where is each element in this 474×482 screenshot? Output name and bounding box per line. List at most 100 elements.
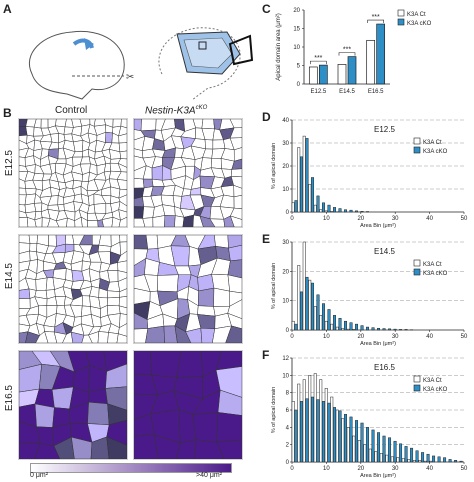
e-bar <box>322 303 325 331</box>
f-x-tick-label: 20 <box>357 466 364 472</box>
cell <box>230 168 242 178</box>
cell <box>19 235 31 244</box>
f-x-tick-label: 10 <box>323 466 330 472</box>
f-bar <box>322 401 325 463</box>
cell <box>90 436 110 459</box>
e-bar <box>346 328 350 331</box>
cell <box>117 260 127 273</box>
f-bar <box>459 460 463 463</box>
e-bar <box>382 328 386 331</box>
cell <box>103 351 127 372</box>
f-bar <box>371 429 375 463</box>
d-bar <box>297 147 301 213</box>
cell <box>119 288 127 298</box>
f-bar <box>407 459 411 463</box>
f-bar <box>330 396 334 463</box>
cell <box>19 331 29 343</box>
e-bar <box>316 294 320 331</box>
e-bar <box>308 279 312 331</box>
cell <box>117 158 127 168</box>
f-bar <box>415 450 419 463</box>
cell <box>134 235 149 250</box>
cell <box>210 158 222 170</box>
cell <box>87 401 110 426</box>
cell <box>227 274 242 294</box>
cell <box>162 204 176 216</box>
e-bar <box>291 320 295 331</box>
cell <box>19 187 27 196</box>
cell <box>40 119 49 129</box>
cell <box>216 439 242 459</box>
cell <box>134 119 142 132</box>
f-bar <box>366 427 370 463</box>
e-legend-swatch <box>413 259 421 267</box>
c-sig-label: *** <box>343 47 351 54</box>
cell <box>192 412 219 443</box>
cell <box>19 442 41 459</box>
cell <box>119 150 127 160</box>
f-legend-swatch <box>413 384 421 392</box>
cell <box>185 327 203 343</box>
d-bar <box>302 135 306 213</box>
f-y-tick-label: 10 <box>282 373 289 379</box>
cell <box>118 125 127 137</box>
f-bar <box>294 409 298 463</box>
e-bar <box>377 327 381 331</box>
cell <box>204 139 214 150</box>
f-bar <box>311 396 314 463</box>
cell <box>44 331 58 343</box>
e-y-tick-label: 20 <box>282 269 289 275</box>
d-bar <box>294 200 298 213</box>
cell <box>229 290 242 307</box>
cell <box>62 331 74 343</box>
d-y-tick-label: 0 <box>286 210 290 216</box>
e-bar <box>294 323 298 331</box>
cell <box>152 215 166 227</box>
f-bar <box>423 460 427 463</box>
cell <box>142 206 155 219</box>
c-sig-bracket <box>367 19 384 24</box>
f-y-tick-label: 8 <box>286 391 290 397</box>
e-bar <box>366 326 370 331</box>
d-bar <box>305 138 309 213</box>
cell <box>223 215 235 227</box>
d-bar <box>355 210 358 213</box>
d-x-axis-label: Area Bin (μm²) <box>360 223 396 229</box>
c-bar <box>376 23 386 85</box>
cell <box>157 274 179 293</box>
cell <box>225 325 242 343</box>
cell <box>87 220 99 227</box>
cell <box>151 165 163 181</box>
c-y-tick-label: 15 <box>293 27 300 33</box>
c-bar <box>318 64 328 85</box>
row-label-e165: E16.5 <box>4 385 15 412</box>
image-mutant-e165 <box>133 350 243 460</box>
cell <box>116 171 127 181</box>
e-bar <box>399 329 403 331</box>
f-bar <box>341 418 345 463</box>
cell <box>119 235 127 243</box>
cell <box>47 218 60 227</box>
cell <box>229 127 242 139</box>
f-bar <box>297 383 301 463</box>
d-bar <box>322 202 325 213</box>
f-y-tick-label: 4 <box>286 425 290 431</box>
cell <box>81 295 91 307</box>
cell <box>70 331 85 343</box>
f-bar <box>300 401 303 463</box>
panel-label-a: A <box>3 2 12 16</box>
cell <box>215 351 242 371</box>
cell <box>231 158 242 170</box>
cell <box>28 235 38 244</box>
cell <box>118 201 127 213</box>
cell <box>98 235 112 247</box>
cell <box>134 218 146 227</box>
cell <box>212 139 226 150</box>
image-control-e145 <box>18 234 128 344</box>
c-bar <box>308 66 318 85</box>
e-bar <box>360 325 364 331</box>
f-bar <box>324 388 328 463</box>
cell <box>19 156 26 167</box>
cell <box>134 351 152 376</box>
e-x-tick-label: 10 <box>323 334 330 340</box>
